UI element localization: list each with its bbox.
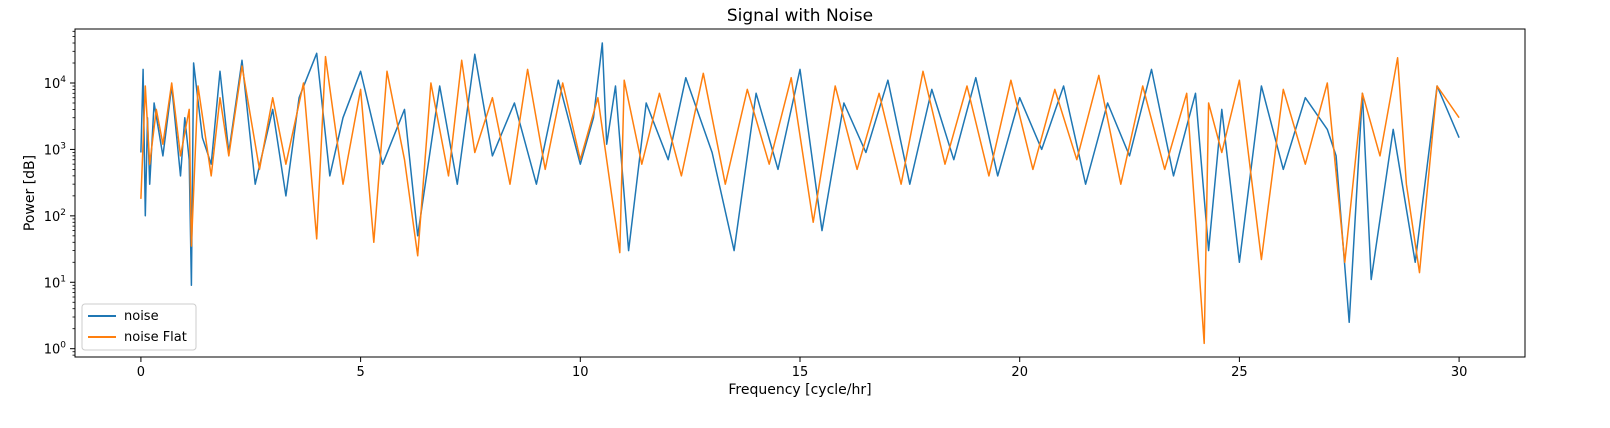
y-tick-label: 100 xyxy=(44,341,67,358)
series-line-noise xyxy=(140,42,1460,324)
series-layer xyxy=(140,42,1460,345)
y-tick-label: 102 xyxy=(44,208,66,225)
x-tick-label: 20 xyxy=(1011,365,1028,380)
legend: noise noise Flat xyxy=(81,303,197,351)
x-axis-label: Frequency [cycle/hr] xyxy=(728,382,871,398)
x-tick-label: 0 xyxy=(137,365,145,380)
x-tick-label: 30 xyxy=(1451,365,1468,380)
plot-area xyxy=(74,28,1526,358)
x-tick-label: 15 xyxy=(792,365,809,380)
x-tick-label: 5 xyxy=(356,365,364,380)
y-tick-label: 101 xyxy=(44,274,66,291)
y-tick-label: 103 xyxy=(44,141,66,158)
legend-label-noise: noise xyxy=(124,309,159,324)
y-axis-label: Power [dB] xyxy=(22,155,38,231)
series-line-noise-flat xyxy=(140,55,1460,345)
chart-title: Signal with Noise xyxy=(727,6,873,26)
x-axis: 0 5 10 15 20 25 30 xyxy=(137,357,1468,380)
legend-label-noise-flat: noise Flat xyxy=(124,330,187,345)
y-tick-label: 104 xyxy=(44,75,67,92)
x-tick-label: 25 xyxy=(1231,365,1248,380)
plot-frame xyxy=(74,28,1526,358)
x-tick-label: 10 xyxy=(572,365,589,380)
y-axis: 100 101 102 103 104 xyxy=(44,30,75,358)
